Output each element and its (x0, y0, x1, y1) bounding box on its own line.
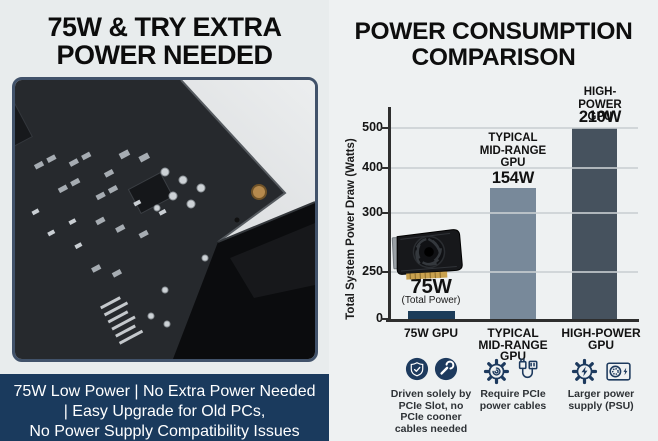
x-label-75w-gpu: 75W GPU (403, 326, 458, 340)
x-label-high-power-gpu: HIGH-POWER GPU (561, 326, 641, 352)
psu-icon (604, 357, 633, 386)
y-axis-line (388, 107, 391, 321)
x-label-mid-range-gpu: TYPICAL MID-RANGE GPU (478, 326, 548, 363)
chart-title-line1: POWER CONSUMPTION (354, 18, 633, 45)
banner-line1: 75W Low Power | No Extra Power Needed (13, 383, 316, 400)
footnote3-icons (567, 357, 635, 386)
gear-bolt-icon (570, 357, 599, 386)
left-title-line2: POWER NEEDED (56, 40, 273, 70)
x-axis-line (386, 319, 639, 322)
bar2-name-label: TYPICAL MID-RANGE GPU (479, 132, 547, 169)
bar3-name-label: HIGH-POWER GPU (578, 86, 622, 123)
y-tick (381, 127, 388, 129)
y-tick (381, 271, 388, 273)
left-panel-title: 75W & TRY EXTRA POWER NEEDED (0, 13, 329, 69)
footnote2-text: Require PCIe power cables (479, 388, 547, 412)
left-benefit-banner: 75W Low Power | No Extra Power Needed | … (0, 374, 329, 441)
bar3-value-label: 210W (578, 108, 622, 126)
gridline-500 (391, 127, 638, 129)
pcie-cable-icon (516, 357, 545, 386)
y-tick (381, 318, 388, 320)
pcb-photo (12, 77, 318, 362)
chart-title: POWER CONSUMPTION COMPARISON (329, 19, 658, 71)
bar-75w-gpu (408, 311, 455, 320)
gpu-card-image (388, 227, 468, 282)
footnote1-icons (396, 357, 466, 381)
banner-line2: | Easy Upgrade for Old PCs, (63, 403, 266, 420)
y-tick-label-500: 500 (362, 120, 383, 134)
left-title-line1: 75W & TRY EXTRA (47, 12, 282, 42)
bar1-value-sublabel: (Total Power) (401, 295, 461, 306)
gear-icon (482, 357, 511, 386)
bar1-value-label: 75W (410, 275, 452, 298)
footnote3-text: Larger power supply (PSU) (567, 388, 635, 412)
gridline-250 (391, 271, 638, 273)
y-tick-label-250: 250 (362, 264, 383, 278)
y-tick (381, 212, 388, 214)
y-tick-label-400: 400 (362, 160, 383, 174)
banner-line3: No Power Supply Compatibility Issues (29, 423, 300, 440)
gridline-300 (391, 212, 638, 214)
footnote2-icons (479, 357, 547, 386)
y-tick-label-300: 300 (362, 205, 383, 219)
y-tick (381, 167, 388, 169)
bar-mid-range-gpu (490, 188, 536, 320)
wrench-icon (434, 357, 458, 381)
bar2-value-label: 154W (491, 169, 535, 187)
y-tick-label-0: 0 (376, 311, 383, 325)
footnote1-text: Driven solely by PCIe Slot, no PCIe coon… (390, 388, 472, 435)
gridline-400 (391, 167, 638, 169)
shield-check-icon (405, 357, 429, 381)
bar-high-power-gpu (572, 128, 617, 320)
chart-title-line2: COMPARISON (411, 44, 576, 71)
